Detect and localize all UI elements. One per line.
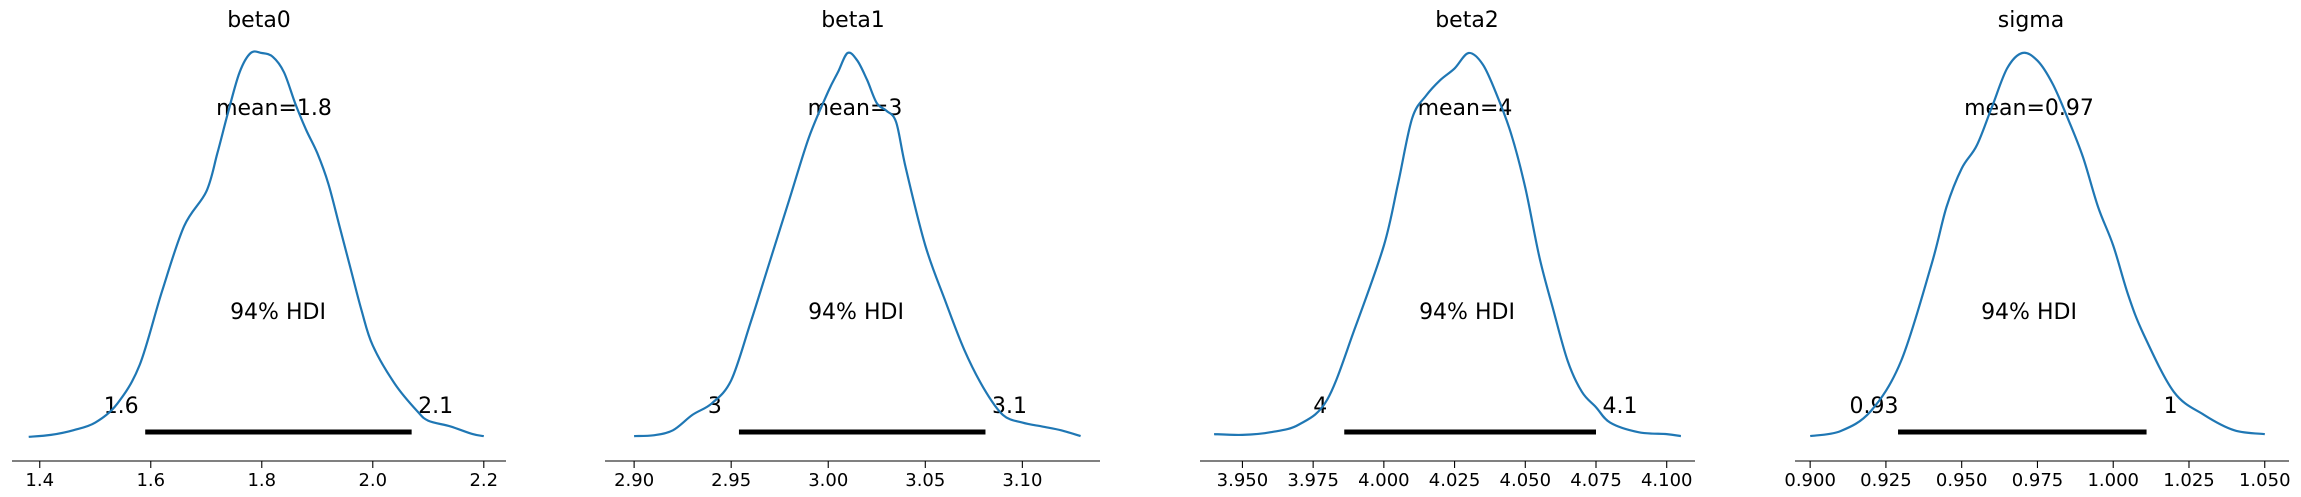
density-curve	[28, 50, 484, 438]
x-tick-label: 4.100	[1641, 470, 1693, 491]
x-tick-label: 4.025	[1429, 470, 1481, 491]
hdi-low-label: 3	[708, 394, 722, 419]
x-tick-label: 0.950	[1936, 470, 1988, 491]
hdi-high-label: 3.1	[992, 394, 1027, 419]
hdi-label: 94% HDI	[808, 300, 904, 325]
hdi-high-label: 4.1	[1603, 394, 1638, 419]
x-tick-label: 2.0	[358, 470, 387, 491]
density-curve	[1810, 51, 2265, 438]
x-tick-label: 2.90	[614, 470, 654, 491]
panel-beta2: beta2 mean=4 94% HDI 4 4.1 3.950 3.975 4.0…	[1200, 8, 1695, 491]
x-tick-label: 0.975	[2012, 470, 2064, 491]
marks-layer: 2.90 2.95 3.00 3.05 3.10	[614, 51, 1081, 491]
density-curve	[634, 51, 1081, 438]
x-tick-label: 3.00	[808, 470, 848, 491]
x-tick-label: 1.000	[2087, 470, 2139, 491]
x-tick-label: 0.900	[1784, 470, 1836, 491]
x-tick-label: 0.925	[1860, 470, 1912, 491]
x-tick-label: 3.975	[1287, 470, 1339, 491]
x-tick-label: 3.10	[1002, 470, 1042, 491]
x-tick-label: 3.05	[905, 470, 945, 491]
x-tick-label: 1.6	[136, 470, 165, 491]
panel-beta0: beta0 mean=1.8 94% HDI 1.6 2.1 1.4 1.6 1.8…	[12, 8, 506, 491]
marks-layer: 1.4 1.6 1.8 2.0 2.2	[25, 50, 498, 491]
mean-label: mean=4	[1418, 96, 1513, 121]
density-curve	[1214, 51, 1682, 438]
x-tick-label: 3.950	[1217, 470, 1269, 491]
x-tick-label: 4.000	[1358, 470, 1410, 491]
panel-title: beta0	[227, 8, 291, 33]
marks-layer: 0.900 0.925 0.950 0.975 1.000 1.025 1.050	[1784, 51, 2291, 491]
x-tick-label: 4.050	[1500, 470, 1552, 491]
marks-layer: 3.950 3.975 4.000 4.025 4.050 4.075 4.100	[1214, 51, 1693, 491]
x-tick-label: 2.2	[469, 470, 498, 491]
panel-title: sigma	[1998, 8, 2064, 33]
panel-beta1: beta1 mean=3 94% HDI 3 3.1 2.90 2.95 3.00 3…	[605, 8, 1100, 491]
mean-label: mean=0.97	[1964, 96, 2094, 121]
hdi-high-label: 1	[2164, 394, 2178, 419]
mean-label: mean=1.8	[216, 96, 332, 121]
x-tick-label: 4.075	[1570, 470, 1622, 491]
panel-title: beta2	[1435, 8, 1499, 33]
hdi-label: 94% HDI	[1981, 300, 2077, 325]
panel-sigma: sigma mean=0.97 94% HDI 0.93 1 0.900 0.92…	[1784, 8, 2290, 491]
x-tick-label: 1.025	[2163, 470, 2215, 491]
panel-title: beta1	[821, 8, 885, 33]
x-tick-label: 1.4	[25, 470, 54, 491]
hdi-label: 94% HDI	[1419, 300, 1515, 325]
x-tick-label: 1.050	[2239, 470, 2291, 491]
x-tick-label: 1.8	[247, 470, 276, 491]
x-tick-label: 2.95	[711, 470, 751, 491]
hdi-high-label: 2.1	[418, 394, 453, 419]
hdi-label: 94% HDI	[230, 300, 326, 325]
